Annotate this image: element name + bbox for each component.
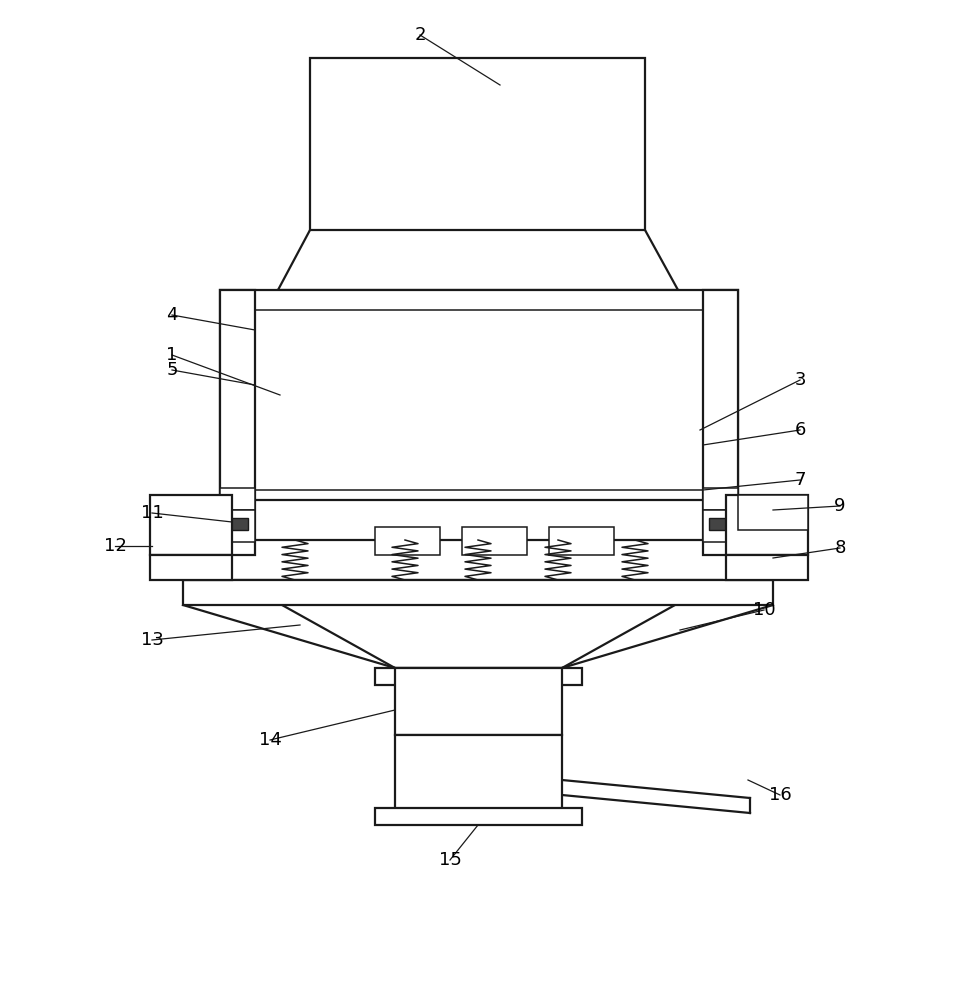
Bar [183,580,773,605]
Text: 15: 15 [438,851,461,869]
Bar [395,735,562,810]
Text: 7: 7 [794,471,806,489]
Text: 3: 3 [794,371,806,389]
Text: 6: 6 [794,421,806,439]
Text: 10: 10 [753,601,775,619]
Text: 14: 14 [258,731,281,749]
Bar [220,290,738,500]
Bar [703,488,738,510]
Text: 1: 1 [167,346,178,364]
Text: 8: 8 [835,539,846,557]
Bar [375,527,440,555]
Bar [226,518,248,530]
Bar [150,555,232,580]
Text: 16: 16 [768,786,791,804]
Bar [462,527,527,555]
Bar [395,668,562,735]
Text: 12: 12 [103,537,126,555]
Bar [255,310,703,490]
Bar [220,510,255,542]
Text: 11: 11 [141,504,164,522]
Bar [220,488,255,510]
Bar [549,527,614,555]
Bar [310,58,645,230]
Bar [375,808,582,825]
Bar [150,495,232,555]
Bar [703,510,738,542]
Text: 9: 9 [835,497,846,515]
Bar [726,495,808,555]
Text: 5: 5 [167,361,178,379]
Bar [738,495,808,530]
Bar [220,290,255,555]
Bar [703,290,738,555]
Text: 4: 4 [167,306,178,324]
Bar [726,555,808,580]
Text: 2: 2 [414,26,426,44]
Text: 13: 13 [141,631,164,649]
Bar [709,518,731,530]
Bar [375,668,582,685]
